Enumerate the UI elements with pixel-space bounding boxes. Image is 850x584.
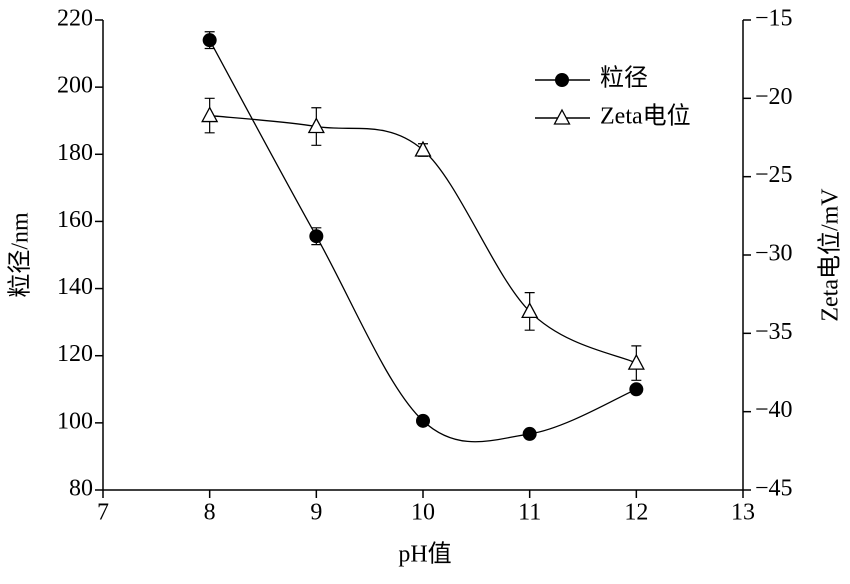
- point: [521, 302, 539, 319]
- point: [202, 33, 217, 48]
- point: [629, 382, 644, 397]
- legend-label: Zeta电位: [600, 103, 691, 130]
- legend-label: 粒径: [600, 65, 648, 92]
- x-tick-label: 8: [204, 500, 216, 526]
- x-tick-label: 7: [97, 500, 109, 526]
- x-tick-label: 12: [624, 500, 648, 526]
- y-tick-label: 200: [57, 73, 93, 99]
- y-tick-label: 220: [57, 6, 93, 32]
- x-axis-label: pH值: [398, 541, 451, 568]
- y2-tick-label: −40: [755, 397, 793, 423]
- x-tick-label: 11: [518, 500, 541, 526]
- point: [309, 229, 324, 244]
- y-tick-label: 140: [57, 274, 93, 300]
- y-tick-label: 180: [57, 140, 93, 166]
- point: [522, 426, 537, 441]
- point: [416, 413, 430, 428]
- x-tick-label: 13: [731, 500, 755, 526]
- y2-axis-label: Zeta电位/mV: [817, 188, 844, 322]
- y2-tick-label: −30: [755, 241, 793, 267]
- point: [201, 106, 219, 123]
- y2-tick-label: −35: [755, 319, 793, 345]
- point: [414, 140, 432, 157]
- y-tick-label: 80: [69, 476, 93, 502]
- y2-tick-label: −20: [755, 84, 793, 110]
- y2-tick-label: −45: [755, 476, 793, 502]
- x-tick-label: 9: [310, 500, 322, 526]
- point: [307, 117, 325, 134]
- series-line: [209, 39, 637, 443]
- point: [627, 353, 645, 370]
- y2-tick-label: −25: [755, 162, 793, 188]
- y-tick-label: 120: [57, 341, 93, 367]
- y-tick-label: 160: [57, 207, 93, 233]
- y-axis-label: 粒径/nm: [7, 212, 34, 298]
- legend-marker: [553, 108, 571, 125]
- legend-marker: [555, 73, 569, 87]
- series-line: [209, 114, 637, 364]
- x-tick-label: 10: [411, 500, 435, 526]
- y2-tick-label: −15: [755, 6, 793, 32]
- y-tick-label: 100: [57, 408, 93, 434]
